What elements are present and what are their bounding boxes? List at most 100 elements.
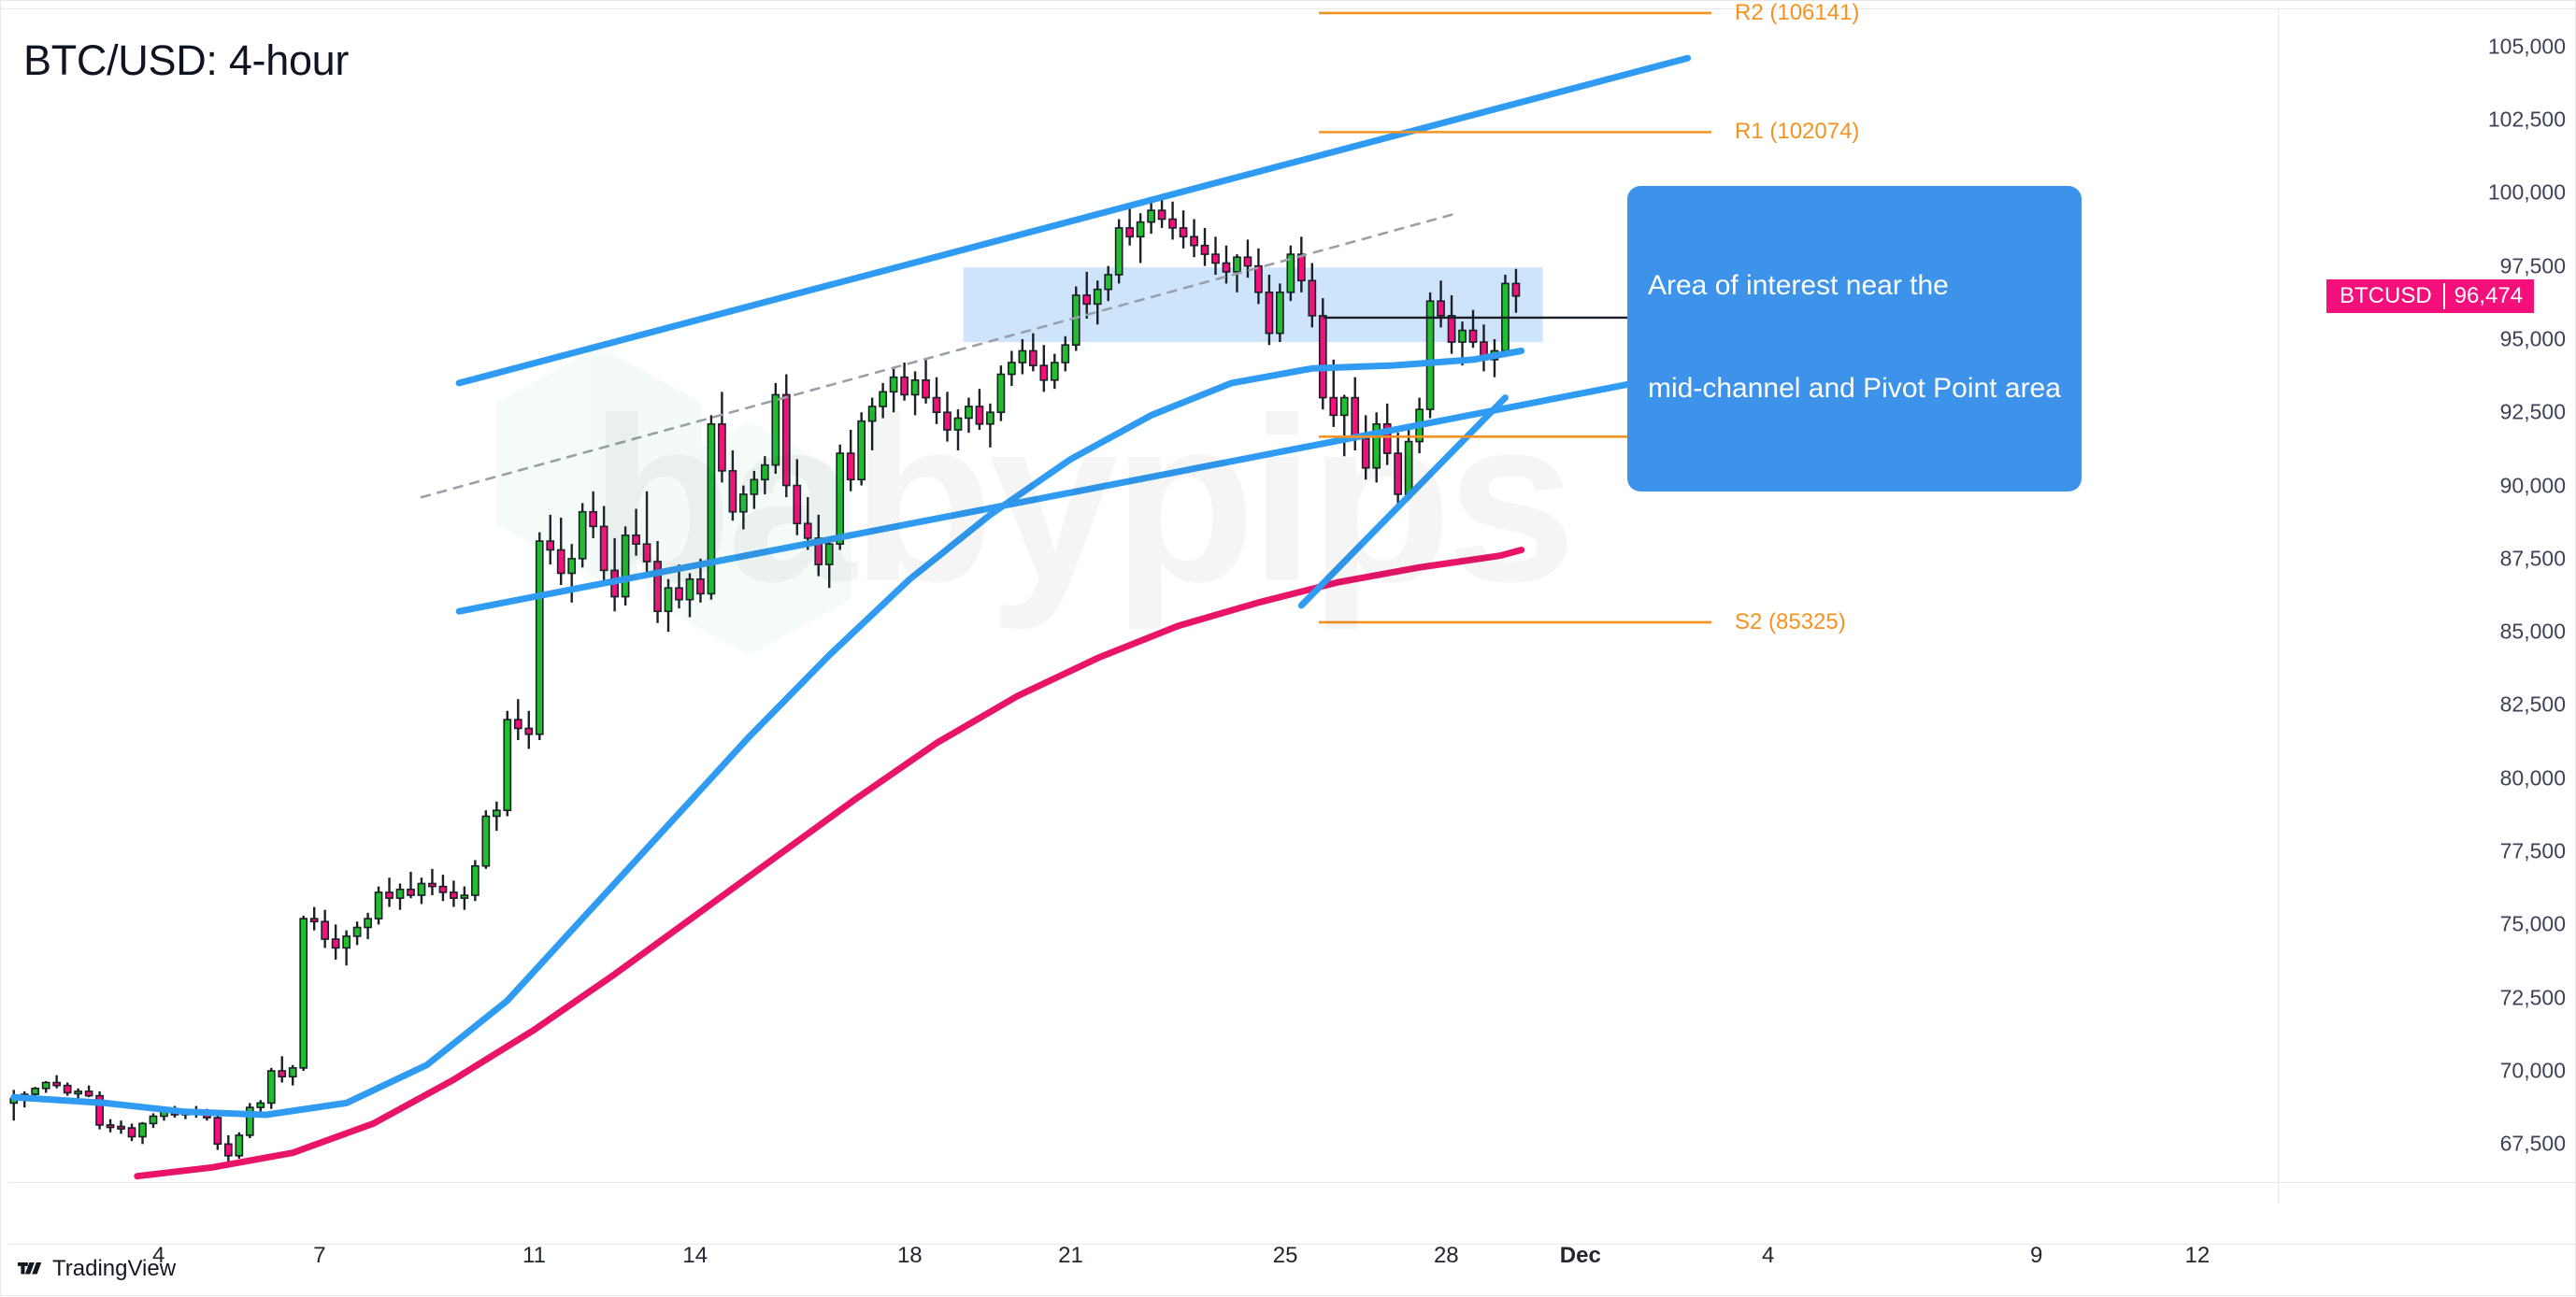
candle-body [235,1134,244,1157]
annotation-callout: Area of interest near the mid-channel an… [1627,186,2082,492]
candle-body [266,1070,276,1105]
candle-body [707,422,716,595]
candle-body [309,918,319,923]
candle-body [1039,364,1049,381]
candle-body [675,587,683,601]
y-axis-tick-label: 75,000 [2499,911,2566,936]
candle-body [685,577,694,601]
candle-body [889,376,898,393]
candle-body [965,406,973,420]
y-axis-tick-label: 77,500 [2499,838,2566,863]
candle-body [943,411,952,431]
x-axis-tick-label: 4 [152,1243,165,1268]
ma-line [10,348,1525,1119]
candle-body [589,510,598,528]
candle-body [932,396,941,414]
candle-body [728,470,737,513]
axis-frame-line [8,1244,2576,1245]
candle-body [256,1102,265,1108]
page-title: BTC/USD: 4-hour [23,36,350,84]
candle-body [374,891,383,919]
candle-body [407,888,415,896]
candle-body [1125,227,1135,238]
candle-body [975,406,984,425]
ma-line [134,547,1525,1180]
candle-body [117,1125,125,1130]
candle-body [278,1070,287,1078]
candle-body [41,1081,50,1090]
candle-body [986,411,995,425]
candle-body [910,378,920,396]
candle-body [1318,315,1327,399]
candle-body [331,938,340,949]
candle-body [460,894,469,899]
candle-body [1190,235,1198,247]
candle-body [996,373,1006,414]
candle-body [1308,279,1317,317]
candle-body [750,478,759,495]
y-axis-tick-label: 105,000 [2487,34,2566,59]
candle-body [546,540,555,551]
candle-body [492,809,501,818]
candle-body [471,864,479,896]
candle-body [138,1122,147,1138]
candle-body [245,1106,254,1136]
candle-body [599,525,608,572]
candle-body [814,537,823,565]
pivot-label-r2: R2 (106141) [1735,0,1860,25]
area-of-interest-zone [963,267,1543,343]
x-axis-tick-label: 12 [2184,1243,2211,1268]
candle-body [1394,452,1403,495]
axis-frame-line [1,8,2576,9]
axis-frame-line [2278,8,2279,1203]
candle-body [1265,292,1274,335]
candle-body [1018,349,1027,363]
candle-body [578,510,587,560]
candle-body [321,920,330,940]
candle-body [1339,396,1349,417]
channel-mid-line [420,211,1459,499]
candle-body [1296,253,1306,282]
y-axis-tick-label: 85,000 [2499,619,2566,644]
candle-body [1276,292,1284,335]
candle-body [653,561,662,613]
x-axis-tick-label: 14 [682,1243,708,1268]
y-axis-tick-label: 102,500 [2487,107,2566,132]
candle-body [481,815,491,867]
candle-body [760,463,769,481]
candle-body [1372,422,1381,469]
candle-body [632,534,640,545]
candle-body [739,493,748,513]
candle-body [149,1115,158,1125]
candle-body [95,1094,104,1126]
channel-upper-line [455,54,1692,387]
tradingview-label: TradingView [52,1256,177,1281]
candle-body [1361,437,1370,469]
candle-body [1404,440,1413,495]
x-axis-tick-label: 21 [1058,1243,1083,1268]
candle-body [223,1143,233,1157]
tradingview-attribution[interactable]: TradingView [18,1256,176,1282]
x-axis-tick-label: Dec [1559,1243,1601,1268]
y-axis-tick-label: 82,500 [2499,691,2566,717]
candle-body [428,882,436,888]
y-axis-tick-label: 72,500 [2499,985,2566,1010]
candle-body [718,422,726,472]
candle-body [1511,282,1521,297]
axis-frame-line [8,1182,2576,1183]
candle-body [1147,209,1155,223]
candle-body [84,1090,93,1097]
last-price-tag[interactable]: BTCUSD 96,474 [2326,278,2535,313]
y-axis-tick-label: 90,000 [2499,473,2566,498]
candle-body [771,393,780,466]
candle-body [1114,227,1123,276]
candle-body [1200,244,1209,255]
candle-body [857,420,866,481]
candle-body [503,719,512,812]
callout-line-1: Area of interest near the [1648,270,1949,302]
candle-body [535,540,544,735]
candle-body [1071,294,1080,346]
candle-body [1254,264,1263,293]
x-axis-tick-label: 9 [2030,1243,2043,1268]
